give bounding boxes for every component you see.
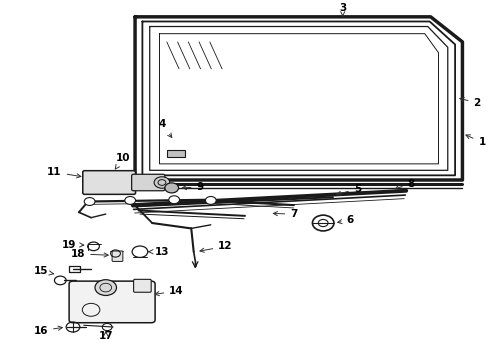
Text: 5: 5 — [337, 184, 361, 195]
Text: 10: 10 — [115, 153, 130, 169]
FancyBboxPatch shape — [134, 279, 151, 292]
Text: 13: 13 — [148, 247, 169, 257]
Text: 17: 17 — [98, 331, 113, 341]
Text: 9: 9 — [182, 182, 204, 192]
Bar — [167, 149, 185, 157]
Text: 12: 12 — [200, 241, 233, 252]
FancyBboxPatch shape — [83, 171, 136, 194]
Text: 7: 7 — [273, 209, 297, 219]
Circle shape — [125, 197, 136, 204]
Circle shape — [205, 197, 216, 204]
FancyBboxPatch shape — [69, 281, 155, 323]
Text: 18: 18 — [71, 249, 108, 259]
Circle shape — [95, 280, 117, 296]
Text: 11: 11 — [47, 167, 81, 178]
Text: 16: 16 — [33, 325, 62, 336]
Text: 2: 2 — [460, 98, 481, 108]
FancyBboxPatch shape — [112, 251, 123, 261]
Text: 1: 1 — [466, 135, 486, 147]
Text: 19: 19 — [62, 239, 84, 249]
Circle shape — [154, 177, 170, 188]
Circle shape — [165, 183, 178, 193]
FancyBboxPatch shape — [132, 174, 165, 191]
Text: 14: 14 — [155, 286, 184, 296]
Text: 8: 8 — [395, 179, 415, 189]
Text: 4: 4 — [158, 120, 172, 138]
Text: 3: 3 — [339, 3, 346, 16]
Text: 6: 6 — [338, 215, 354, 225]
Text: 15: 15 — [33, 266, 54, 276]
Circle shape — [84, 198, 95, 206]
Circle shape — [169, 196, 179, 204]
